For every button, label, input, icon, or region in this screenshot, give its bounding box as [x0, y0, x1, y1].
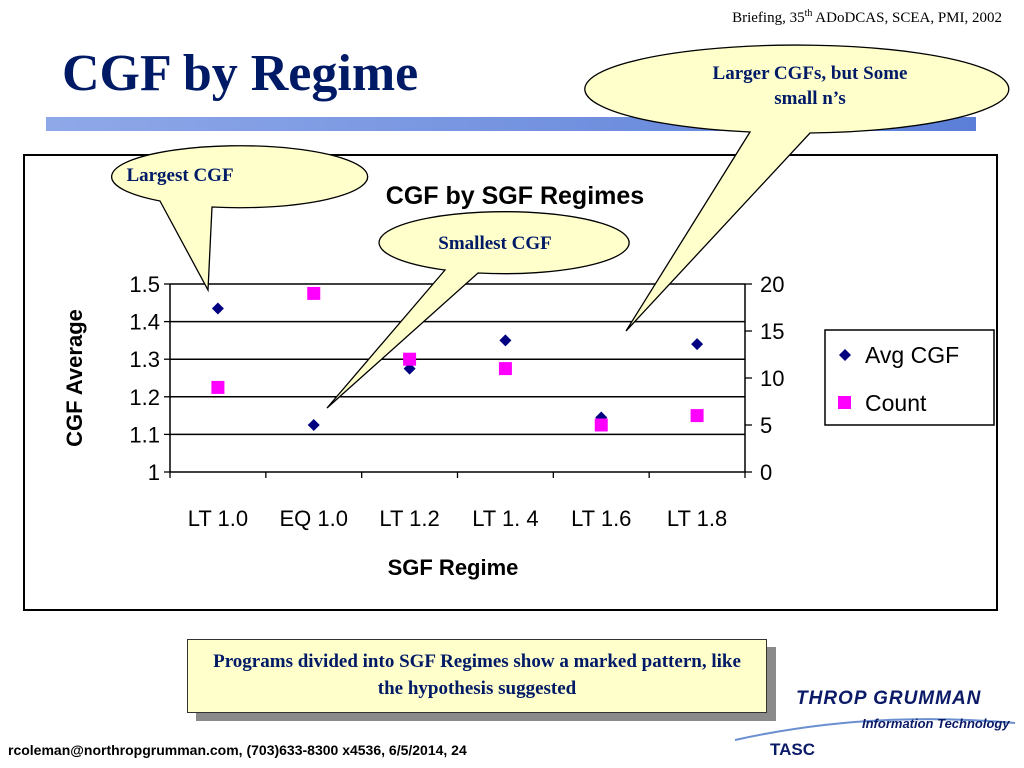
slide-title: CGF by Regime — [62, 45, 419, 102]
callout-smallest-shape — [326, 211, 630, 409]
x-tick-label: LT 1.0 — [188, 506, 248, 531]
point-count — [307, 286, 321, 300]
summary-note: Programs divided into SGF Regimes show a… — [187, 639, 767, 713]
legend-marker-avg-cgf — [839, 349, 851, 361]
x-tick-label: LT 1.8 — [667, 506, 727, 531]
x-tick-label: EQ 1.0 — [280, 506, 348, 531]
x-axis-label: SGF Regime — [388, 555, 519, 580]
point-count — [498, 362, 512, 376]
y-tick-label: 1.5 — [129, 272, 160, 297]
legend: Avg CGF Count — [824, 329, 995, 426]
company-logo: THROP GRUMMAN — [796, 688, 982, 709]
point-avg-cgf — [691, 338, 704, 351]
y-axis-label: CGF Average — [62, 309, 87, 447]
point-count — [594, 418, 608, 432]
point-count — [211, 380, 225, 394]
callout-larger-line2: small n’s — [774, 87, 846, 109]
callout-larger-shape — [584, 44, 1010, 332]
y2-tick-label: 10 — [760, 366, 784, 391]
legend-label-avg-cgf: Avg CGF — [865, 342, 959, 368]
callout-largest-shape — [111, 145, 369, 293]
y2-tick-label: 20 — [760, 272, 784, 297]
chart-title: CGF by SGF Regimes — [386, 182, 644, 210]
chart: CGF by SGF Regimes 1 1.1 1.2 1.3 1.4 1.5 0 5 10 1… — [62, 182, 995, 580]
y2-tick-label: 5 — [760, 413, 772, 438]
callout-larger-line1: Larger CGFs, but Some — [712, 63, 908, 84]
y-tick-label: 1.3 — [129, 347, 160, 372]
tasc-logo: TASC — [770, 740, 816, 759]
logo-swoosh — [734, 718, 1016, 741]
y2-tick-label: 0 — [760, 460, 772, 485]
y-tick-label: 1.2 — [129, 385, 160, 410]
x-tick-label: LT 1.6 — [571, 506, 631, 531]
y-tick-label: 1 — [148, 460, 160, 485]
y-tick-label: 1.4 — [129, 310, 160, 335]
briefing-header: Briefing, 35th ADoDCAS, SCEA, PMI, 2002 — [732, 8, 1002, 26]
footer-contact: rcoleman@northropgrumman.com, (703)633-8… — [8, 742, 467, 758]
x-tick-label: LT 1.2 — [379, 506, 439, 531]
point-count — [690, 409, 704, 423]
point-avg-cgf — [307, 419, 320, 431]
y2-tick-label: 15 — [760, 319, 784, 344]
legend-label-count: Count — [865, 390, 927, 416]
callout-larger: Larger CGFs, but Some small n’s — [640, 62, 980, 111]
callout-smallest: Smallest CGF — [438, 233, 552, 254]
x-tick-label: LT 1. 4 — [472, 506, 538, 531]
y-tick-label: 1.1 — [129, 422, 160, 447]
point-avg-cgf — [211, 302, 224, 315]
point-avg-cgf — [499, 334, 512, 347]
callout-largest: Largest CGF — [126, 165, 234, 186]
point-count — [403, 352, 417, 366]
legend-marker-count — [838, 396, 851, 409]
company-logo-subtitle: Information Technology — [862, 716, 1010, 731]
